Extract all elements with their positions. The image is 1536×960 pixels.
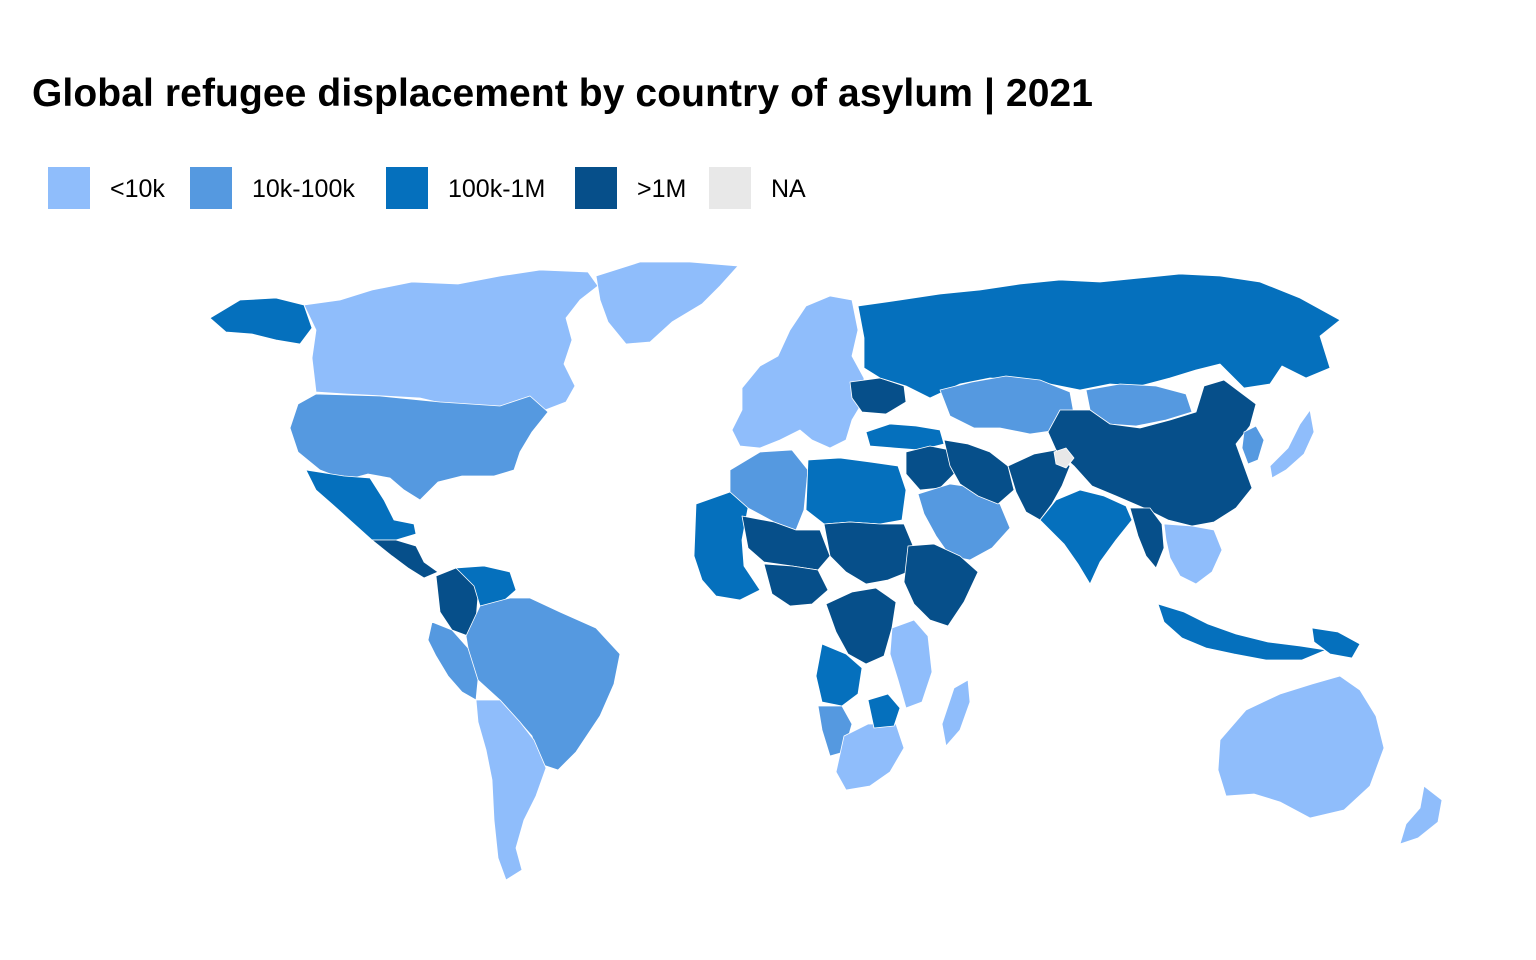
region-kashmir [1053, 447, 1075, 469]
region-russia [857, 273, 1341, 399]
legend-label-lt10k: <10k [110, 175, 165, 203]
region-east-africa [889, 619, 933, 709]
region-southern-cone [475, 699, 547, 881]
region-china [1047, 379, 1257, 527]
legend-swatch-lt10k [48, 167, 90, 209]
region-canada [303, 269, 599, 417]
legend-label-100k-1m: 100k-1M [448, 175, 546, 203]
region-libya-egypt [805, 457, 907, 525]
region-greenland [595, 261, 739, 345]
region-papua-new-guinea [1311, 627, 1361, 659]
region-horn-of-africa [903, 543, 979, 627]
region-india [1039, 489, 1133, 585]
region-korea [1241, 425, 1265, 465]
legend-swatch-na [709, 167, 751, 209]
legend-label-gt1m: >1M [637, 175, 687, 203]
region-turkey [865, 423, 945, 451]
region-sudan-chad [823, 521, 915, 585]
region-dr-congo [825, 587, 897, 665]
legend-swatch-10k-100k [190, 167, 232, 209]
legend-label-10k-100k: 10k-100k [252, 175, 355, 203]
legend-swatch-100k-1m [386, 167, 428, 209]
region-nigeria [763, 563, 829, 607]
region-southeast-asia [1163, 523, 1223, 585]
region-mexico [305, 469, 417, 541]
region-iran [943, 439, 1015, 505]
world-map [209, 261, 1443, 881]
region-australia [1217, 675, 1385, 819]
region-venezuela [455, 565, 517, 607]
region-japan [1269, 409, 1315, 479]
legend-swatch-gt1m [575, 167, 617, 209]
region-central-america [371, 539, 439, 579]
region-indonesia [1157, 603, 1327, 661]
legend-label-na: NA [771, 175, 806, 203]
region-myanmar [1129, 507, 1165, 569]
region-new-zealand [1399, 785, 1443, 845]
region-angola [815, 643, 863, 707]
region-mali-niger [741, 515, 831, 571]
region-madagascar [941, 679, 971, 747]
region-united-states [289, 393, 549, 501]
region-middle-east [905, 445, 957, 491]
region-zimbabwe [867, 693, 901, 729]
region-alaska [209, 297, 313, 345]
region-afghanistan-pakistan [1007, 449, 1071, 521]
map-title: Global refugee displacement by country o… [32, 72, 1094, 115]
region-peru [427, 621, 479, 701]
region-western-europe [731, 295, 865, 449]
